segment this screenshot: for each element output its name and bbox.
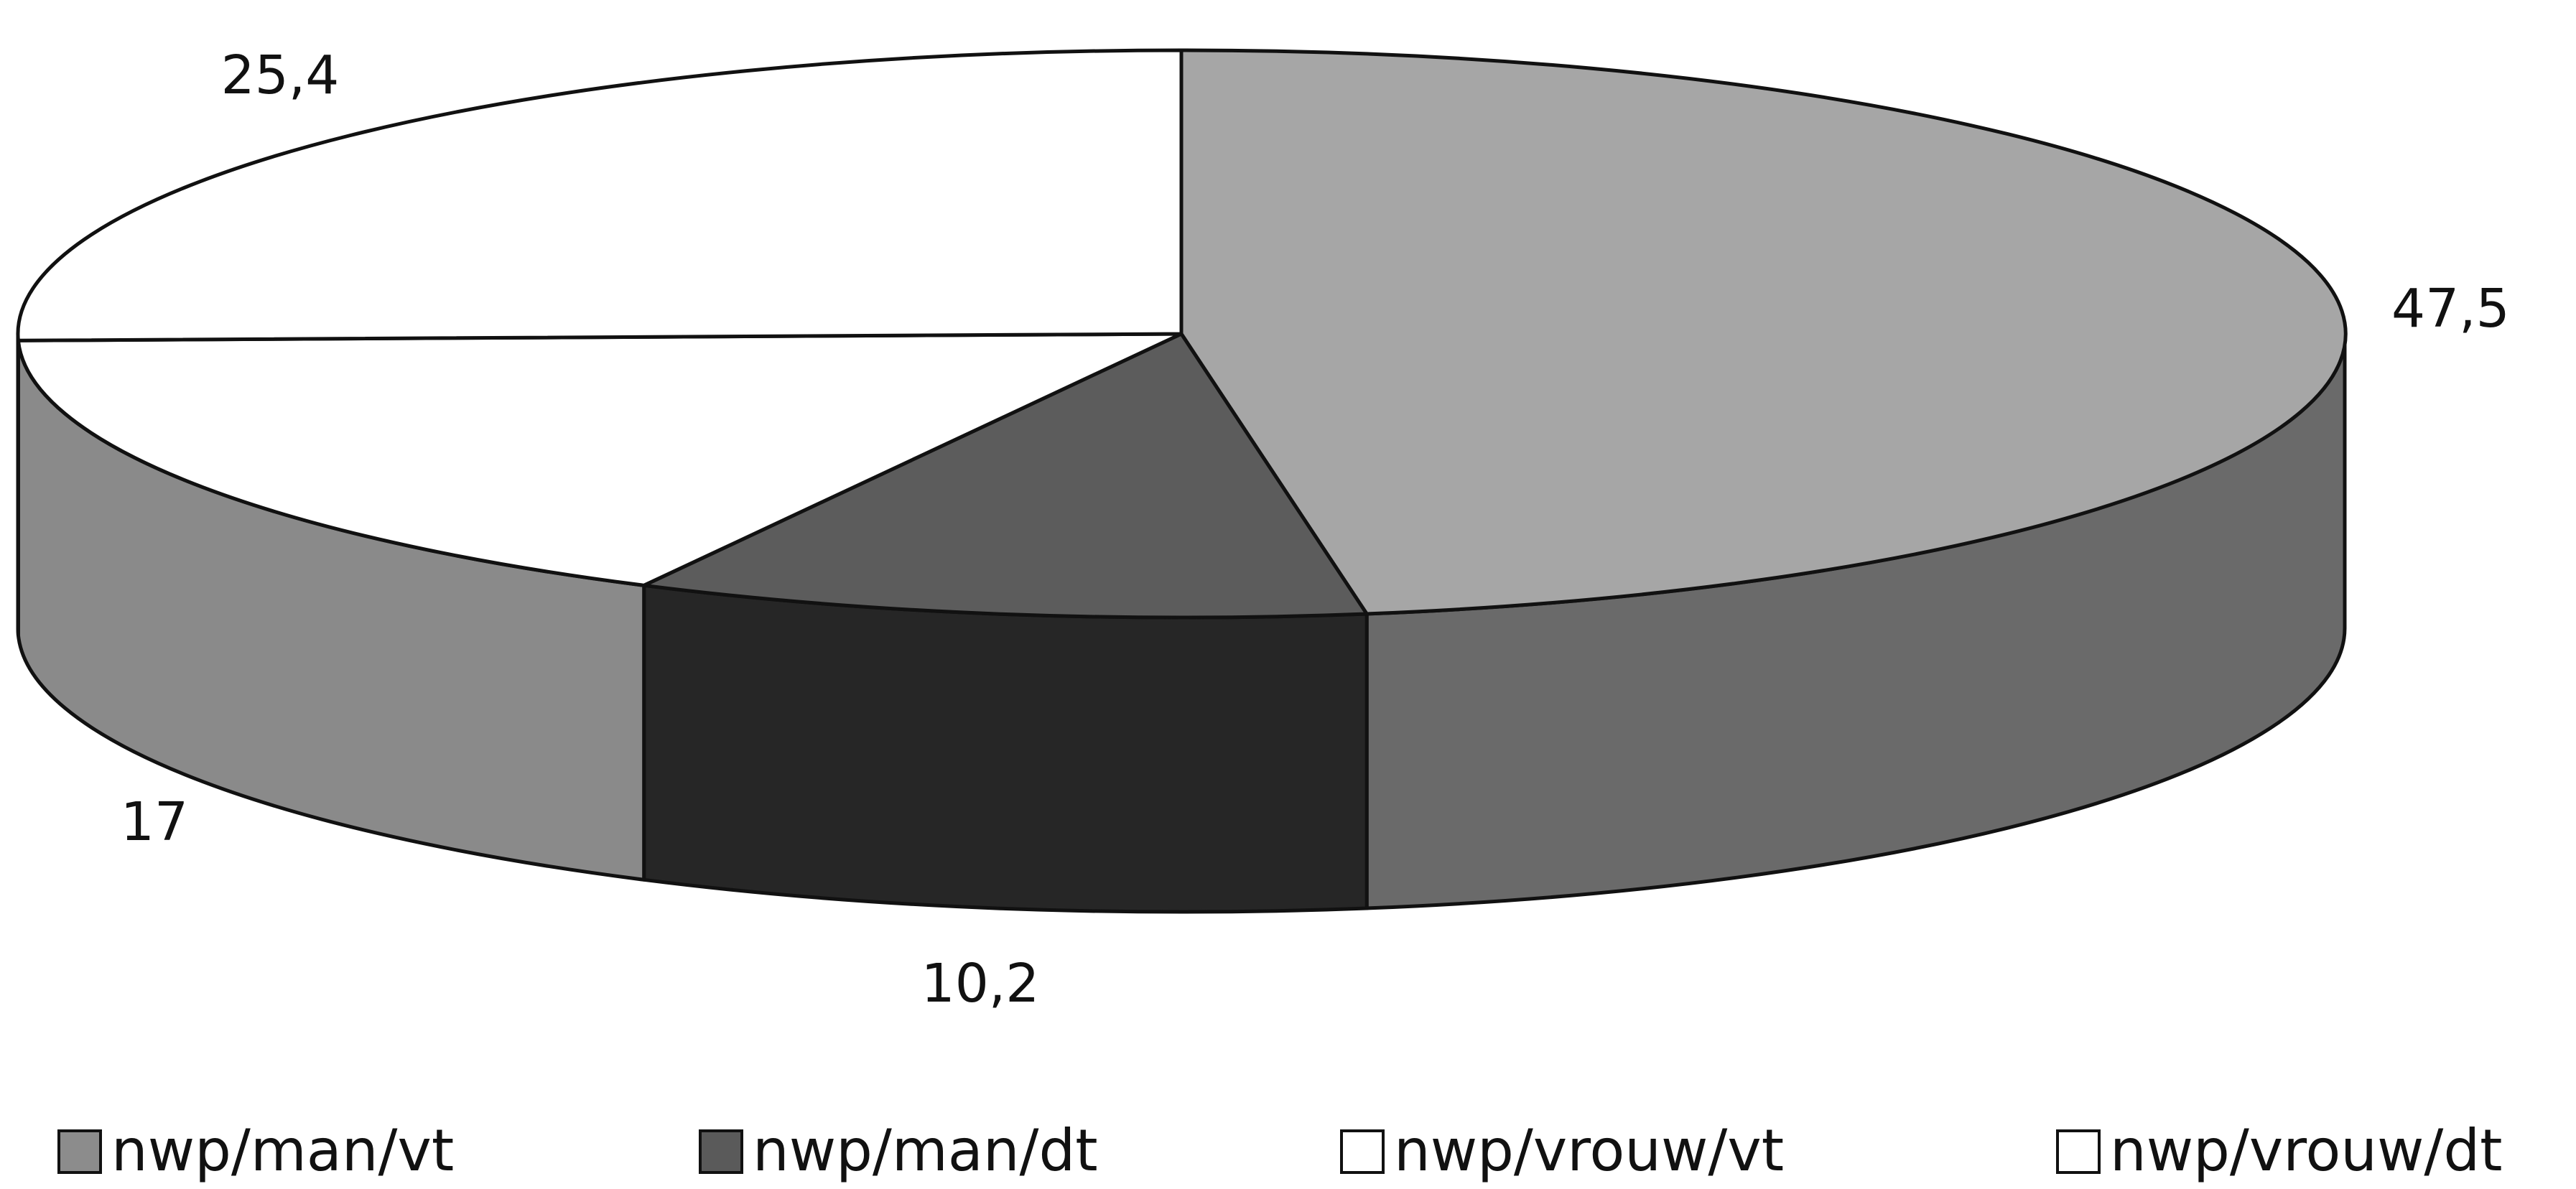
data-label-nwp-vrouw-vt: 17 (121, 791, 188, 853)
legend-label-nwp-vrouw-dt: nwp/vrouw/dt (2110, 1117, 2503, 1184)
data-label-nwp-man-vt: 47,5 (2391, 278, 2510, 340)
pie-slice-nwp-man-dt (642, 332, 1369, 620)
pie-slice-nwp-vrouw-vt (16, 332, 1184, 587)
legend-swatch-nwp-man-dt (699, 1129, 743, 1174)
pie-slice-nwp-vrouw-dt (16, 48, 1184, 342)
legend-label-nwp-man-vt: nwp/man/vt (111, 1117, 454, 1184)
pie-slice-nwp-man-vt (1179, 48, 2348, 616)
pie-slices (16, 48, 2348, 620)
pie-side-nwp-man-dt (642, 583, 1369, 914)
legend-swatch-nwp-vrouw-vt (1340, 1129, 1385, 1174)
data-labels: 47,5 10,2 17 25,4 (121, 45, 2510, 1015)
data-label-nwp-man-dt: 10,2 (921, 953, 1040, 1015)
data-label-nwp-vrouw-dt: 25,4 (221, 45, 340, 106)
legend-swatch-nwp-man-vt (57, 1129, 102, 1174)
pie-sides (16, 332, 2347, 914)
legend-label-nwp-vrouw-vt: nwp/vrouw/vt (1394, 1117, 1784, 1184)
legend-swatch-nwp-vrouw-dt (2056, 1129, 2101, 1174)
legend: nwp/man/vt nwp/man/dt nwp/vrouw/vt nwp/v… (57, 1117, 2503, 1184)
legend-label-nwp-man-dt: nwp/man/dt (753, 1117, 1098, 1184)
